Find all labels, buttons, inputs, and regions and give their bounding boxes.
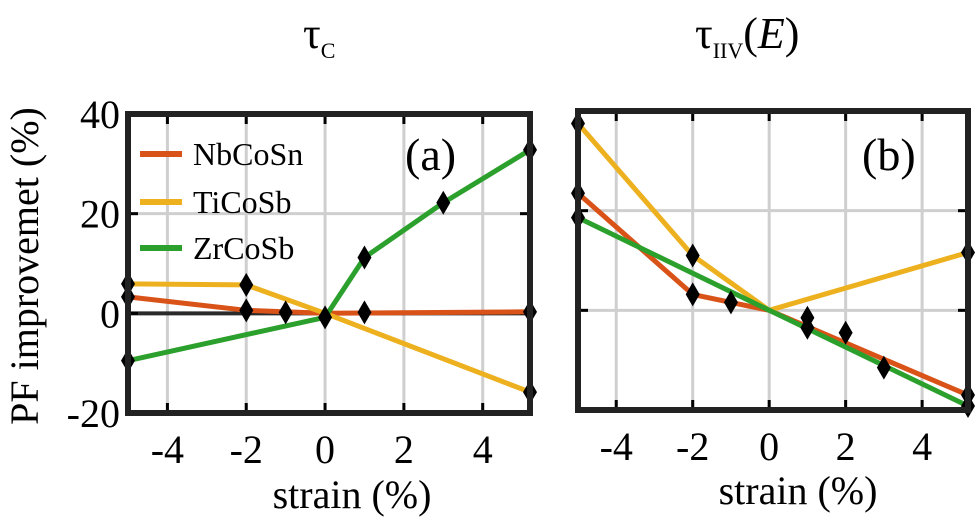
plot-frame	[575, 108, 971, 413]
panel-b-label: (b)	[862, 129, 916, 180]
x-tick-label: 2	[394, 427, 414, 472]
data-point-zrcosb	[800, 315, 815, 340]
series-line-zrcosb	[127, 147, 532, 364]
plot-frame	[125, 111, 533, 416]
data-point-nbcosn	[723, 290, 738, 315]
data-point-ticosb	[685, 243, 700, 268]
x-tick-label: -2	[230, 427, 263, 472]
data-point-zrcosb	[357, 245, 372, 270]
x-tick-label: -4	[151, 427, 184, 472]
panel-a-label: (a)	[405, 129, 456, 180]
y-tick-label: 0	[100, 291, 120, 336]
legend-label-nbcosn: NbCoSn	[193, 136, 303, 172]
panel-b: -4 -2 0 2 4	[571, 108, 975, 469]
x-tick-label: 0	[759, 424, 779, 469]
data-point-zrcosb	[318, 305, 333, 330]
series-line-zrcosb	[576, 215, 970, 409]
x-tick-label: -2	[676, 424, 709, 469]
y-tick-label: 40	[80, 92, 120, 137]
x-tick-label: 4	[912, 424, 932, 469]
series-line-nbcosn	[576, 191, 969, 398]
x-tick-label: 0	[315, 427, 335, 472]
x-axis-label-b: strain (%)	[719, 468, 878, 513]
x-axis-label-a: strain (%)	[273, 472, 432, 517]
series-line-ticosb	[576, 121, 969, 313]
y-tick-label: -20	[67, 391, 120, 436]
data-point-nbcosn	[278, 300, 293, 325]
panel-a-title: τC	[303, 9, 335, 63]
x-tick-label: -4	[600, 424, 633, 469]
data-point-nbcosn	[239, 298, 254, 323]
y-tick-label: 20	[80, 192, 120, 237]
x-tick-label: 4	[473, 427, 493, 472]
y-axis-label: PF improvemet (%)	[2, 107, 47, 425]
data-point-ticosb	[239, 272, 254, 297]
x-tick-label: 2	[836, 424, 856, 469]
data-point-nbcosn	[876, 355, 891, 380]
legend-label-ticosb: TiCoSb	[193, 184, 291, 220]
legend: NbCoSn TiCoSb ZrCoSb	[140, 136, 303, 266]
panel-b-title: τIIV(E)	[695, 9, 799, 63]
series-line-ticosb	[127, 281, 531, 395]
data-point-nbcosn	[357, 300, 372, 325]
data-point-zrcosb	[436, 190, 451, 215]
data-point-nbcosn	[685, 282, 700, 307]
legend-label-zrcosb: ZrCoSb	[193, 230, 294, 266]
data-point-nbcosn	[838, 320, 853, 345]
